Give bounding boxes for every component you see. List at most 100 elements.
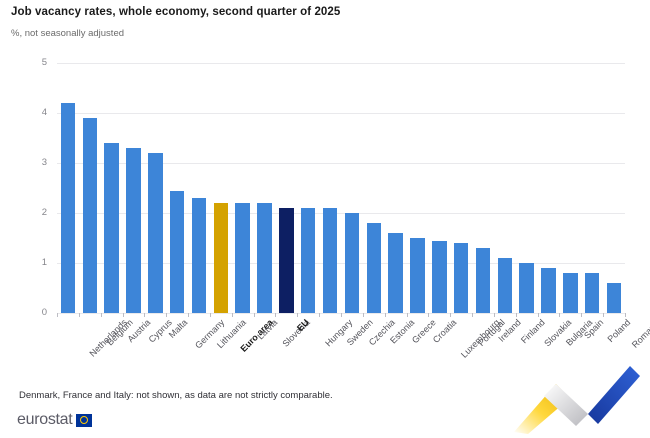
- eurostat-wordmark: eurostat: [17, 411, 73, 428]
- bar-greece[interactable]: [388, 233, 403, 313]
- bar-slot: [169, 63, 185, 313]
- bar-portugal[interactable]: [453, 243, 469, 313]
- y-tick-label: 3: [41, 157, 47, 168]
- bar-romania[interactable]: [606, 283, 622, 313]
- x-tick: [603, 313, 605, 317]
- bar-slot: [213, 63, 229, 313]
- y-tick-label: 1: [41, 257, 47, 268]
- bar-luxembourg[interactable]: [432, 240, 447, 313]
- x-tick: [275, 313, 277, 317]
- bar-hungary[interactable]: [301, 208, 316, 313]
- x-label-poland: Poland: [605, 317, 633, 345]
- y-tick-label: 2: [41, 207, 47, 218]
- bar-spain[interactable]: [563, 273, 578, 313]
- bar-slot: [82, 63, 97, 313]
- eurostat-logo: eurostat: [17, 411, 93, 428]
- bar-slot: [366, 63, 381, 313]
- x-tick: [57, 313, 58, 317]
- x-label-latvia: Latvia: [255, 317, 280, 342]
- bar-eu[interactable]: [279, 208, 294, 313]
- x-tick: [581, 313, 583, 317]
- x-tick: [122, 313, 124, 317]
- x-tick: [100, 313, 102, 317]
- x-label-romania: Romania: [629, 317, 650, 350]
- bar-slovakia[interactable]: [519, 263, 534, 313]
- bar-poland[interactable]: [585, 273, 600, 313]
- bar-slot: [475, 63, 491, 313]
- y-axis-tick-labels: 0 1 2 3 4 5: [17, 58, 47, 317]
- x-axis-tick-labels: Netherlands Belgium Austria Cyprus Malta Germ…: [57, 317, 650, 378]
- bar-ireland[interactable]: [475, 248, 491, 313]
- bar-czechia[interactable]: [344, 213, 360, 313]
- bar-slot: [563, 63, 578, 313]
- gridline-4: [57, 113, 625, 114]
- x-tick: [493, 313, 495, 317]
- bar-slot: [126, 63, 141, 313]
- y-tick-label: 5: [41, 57, 47, 68]
- bar-belgium[interactable]: [82, 118, 97, 313]
- bar-lithuania[interactable]: [191, 198, 207, 313]
- bar-euro-area[interactable]: [213, 203, 229, 313]
- bar-austria[interactable]: [104, 143, 119, 313]
- bar-slot: [148, 63, 163, 313]
- x-tick: [537, 313, 539, 317]
- x-tick: [231, 313, 233, 317]
- x-tick: [472, 313, 474, 317]
- x-tick: [144, 313, 146, 317]
- x-tick: [253, 313, 255, 317]
- x-tick: [625, 313, 626, 317]
- y-tick-label: 0: [41, 307, 47, 318]
- x-tick: [428, 313, 430, 317]
- gridline-2: [57, 213, 625, 214]
- page-title: Job vacancy rates, whole economy, second…: [11, 6, 341, 18]
- bar-slot: [606, 63, 622, 313]
- bar-slot: [191, 63, 207, 313]
- x-tick: [362, 313, 364, 317]
- bar-slovenia[interactable]: [257, 203, 272, 313]
- bar-malta[interactable]: [148, 153, 163, 313]
- x-axis-ticks: [57, 313, 626, 317]
- bar-cyprus[interactable]: [126, 148, 141, 313]
- chart-footnote: Denmark, France and Italy: not shown, as…: [19, 390, 333, 401]
- bar-series: [57, 63, 625, 313]
- gridline-1: [57, 263, 625, 264]
- x-tick: [559, 313, 561, 317]
- x-tick: [341, 313, 342, 317]
- bar-finland[interactable]: [497, 258, 513, 313]
- bar-bulgaria[interactable]: [541, 268, 556, 313]
- x-tick: [319, 313, 321, 317]
- bar-netherlands[interactable]: [60, 103, 76, 313]
- x-tick: [406, 313, 408, 317]
- x-tick: [166, 313, 168, 317]
- bar-slot: [432, 63, 447, 313]
- bar-latvia[interactable]: [235, 203, 250, 313]
- bar-croatia[interactable]: [410, 238, 425, 313]
- x-tick: [209, 313, 211, 317]
- bar-slot: [344, 63, 360, 313]
- x-tick: [384, 313, 386, 317]
- eu-flag-stars: [80, 416, 89, 424]
- bar-sweden[interactable]: [322, 208, 338, 313]
- bar-slot: [388, 63, 403, 313]
- bar-germany[interactable]: [169, 190, 185, 313]
- bar-slot: [585, 63, 600, 313]
- gridline-5: [57, 63, 625, 64]
- bar-slot: [104, 63, 119, 313]
- bar-slot: [257, 63, 272, 313]
- x-tick: [450, 313, 452, 317]
- bar-slot: [279, 63, 294, 313]
- eu-flag-icon: [76, 413, 93, 427]
- y-tick-label: 4: [41, 107, 47, 118]
- bar-slot: [410, 63, 425, 313]
- bar-slot: [453, 63, 469, 313]
- bar-slot: [235, 63, 250, 313]
- x-tick: [188, 313, 190, 317]
- bar-slot: [519, 63, 534, 313]
- bar-slot: [301, 63, 316, 313]
- bar-slot: [322, 63, 338, 313]
- bar-slot: [60, 63, 76, 313]
- bar-estonia[interactable]: [366, 223, 381, 313]
- gridline-3: [57, 163, 625, 164]
